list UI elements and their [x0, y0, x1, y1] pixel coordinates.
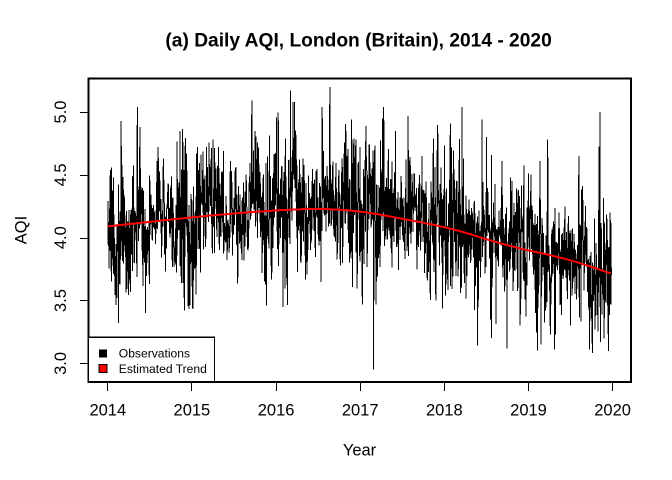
svg-text:AQI: AQI — [12, 216, 30, 244]
svg-text:2015: 2015 — [174, 402, 211, 420]
svg-text:2016: 2016 — [258, 402, 295, 420]
svg-text:4.5: 4.5 — [52, 163, 70, 186]
svg-text:3.5: 3.5 — [52, 289, 70, 312]
svg-text:2014: 2014 — [89, 402, 126, 420]
svg-text:4.0: 4.0 — [52, 226, 70, 249]
svg-text:Estimated Trend: Estimated Trend — [119, 362, 207, 376]
svg-text:3.0: 3.0 — [52, 352, 70, 375]
svg-text:2017: 2017 — [342, 402, 379, 420]
svg-text:2018: 2018 — [426, 402, 463, 420]
svg-text:Observations: Observations — [119, 347, 190, 361]
svg-text:5.0: 5.0 — [52, 101, 70, 124]
svg-text:Year: Year — [343, 442, 377, 460]
svg-text:(a) Daily AQI, London (Britain: (a) Daily AQI, London (Britain), 2014 - … — [165, 30, 551, 51]
svg-text:2020: 2020 — [594, 402, 631, 420]
svg-text:2019: 2019 — [510, 402, 547, 420]
